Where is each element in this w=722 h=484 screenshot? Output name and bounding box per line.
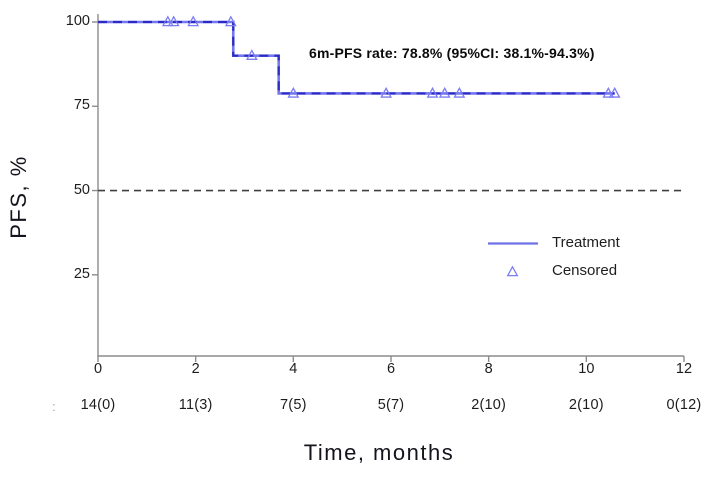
censored-marker <box>453 86 466 98</box>
censored-marker <box>245 49 258 60</box>
censored-marker <box>224 15 237 27</box>
at-risk-row-label-fragment: : <box>52 399 56 414</box>
at-risk-value: 2(10) <box>568 397 604 413</box>
y-tick-label: 75 <box>73 97 90 114</box>
at-risk-value: 2(10) <box>471 397 507 413</box>
x-tick-label: 2 <box>191 361 200 377</box>
legend-treatment-label: Treatment <box>552 234 620 251</box>
censored-marker <box>608 86 621 98</box>
censored-marker <box>602 86 615 98</box>
y-tick-label: 25 <box>73 265 90 282</box>
x-tick-label: 8 <box>484 361 493 377</box>
legend-censored-label: Censored <box>552 262 618 279</box>
censored-marker <box>167 15 180 27</box>
at-risk-value: 14(0) <box>80 397 116 413</box>
censored-marker <box>187 15 200 27</box>
censored-marker <box>380 86 393 98</box>
y-tick-label: 100 <box>65 13 90 29</box>
x-tick-label: 12 <box>675 361 693 377</box>
at-risk-value: 7(5) <box>280 397 307 413</box>
censored-marker <box>287 86 300 98</box>
pfs-rate-annotation: 6m-PFS rate: 78.8% (95%CI: 38.1%-94.3%) <box>309 45 595 61</box>
at-risk-value: 0(12) <box>666 397 702 413</box>
x-axis-title: Time, months <box>303 440 455 465</box>
y-axis-title: PFS, % <box>6 155 31 239</box>
at-risk-value: 11(3) <box>178 397 213 413</box>
y-tick-label: 50 <box>73 181 90 198</box>
x-tick-label: 6 <box>386 361 396 377</box>
x-tick-label: 10 <box>578 361 595 377</box>
at-risk-value: 5(7) <box>377 397 405 413</box>
censored-marker <box>161 15 174 27</box>
censored-marker <box>426 86 439 98</box>
legend-censored-marker <box>506 265 519 277</box>
censored-marker <box>438 86 451 98</box>
x-tick-label: 4 <box>289 361 298 377</box>
x-tick-label: 0 <box>93 361 103 377</box>
treatment-curve-dash-overlay <box>98 20 615 95</box>
